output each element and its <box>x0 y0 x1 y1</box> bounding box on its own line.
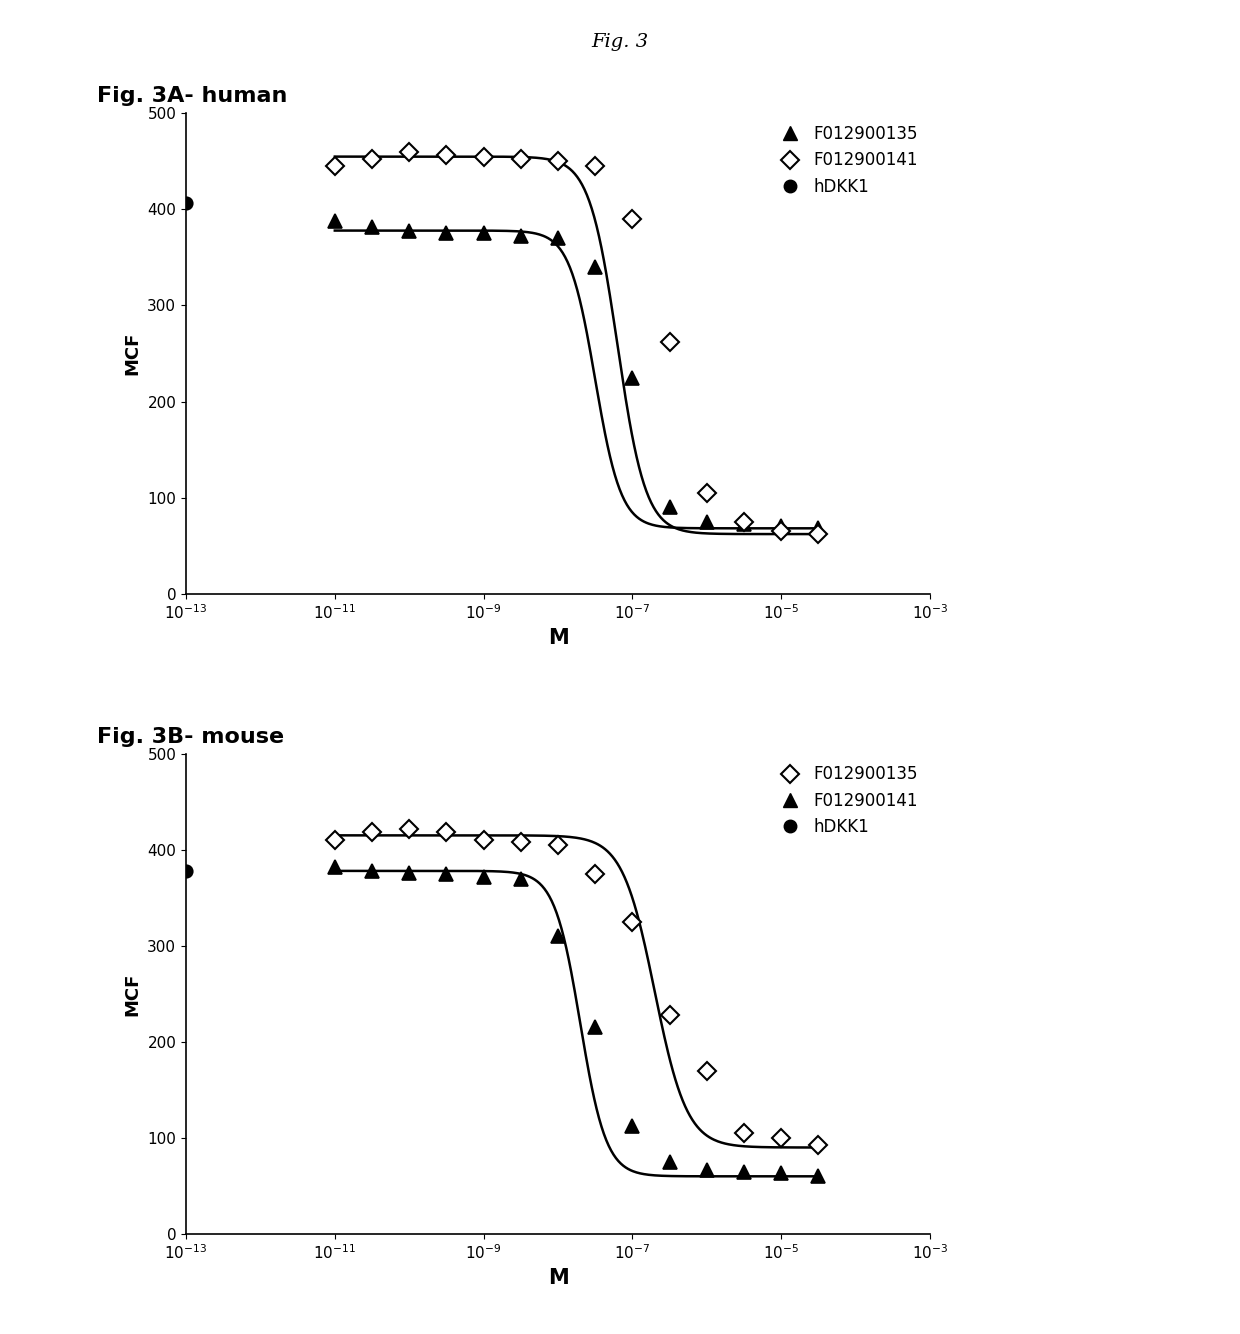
Legend: F012900135, F012900141, hDKK1: F012900135, F012900141, hDKK1 <box>774 759 925 843</box>
Text: Fig. 3B- mouse: Fig. 3B- mouse <box>97 727 284 747</box>
Text: Fig. 3: Fig. 3 <box>591 33 649 51</box>
Text: Fig. 3A- human: Fig. 3A- human <box>97 87 288 107</box>
X-axis label: M: M <box>548 627 568 647</box>
X-axis label: M: M <box>548 1267 568 1287</box>
Legend: F012900135, F012900141, hDKK1: F012900135, F012900141, hDKK1 <box>774 119 925 203</box>
Y-axis label: MCF: MCF <box>124 332 141 375</box>
Y-axis label: MCF: MCF <box>124 972 141 1015</box>
